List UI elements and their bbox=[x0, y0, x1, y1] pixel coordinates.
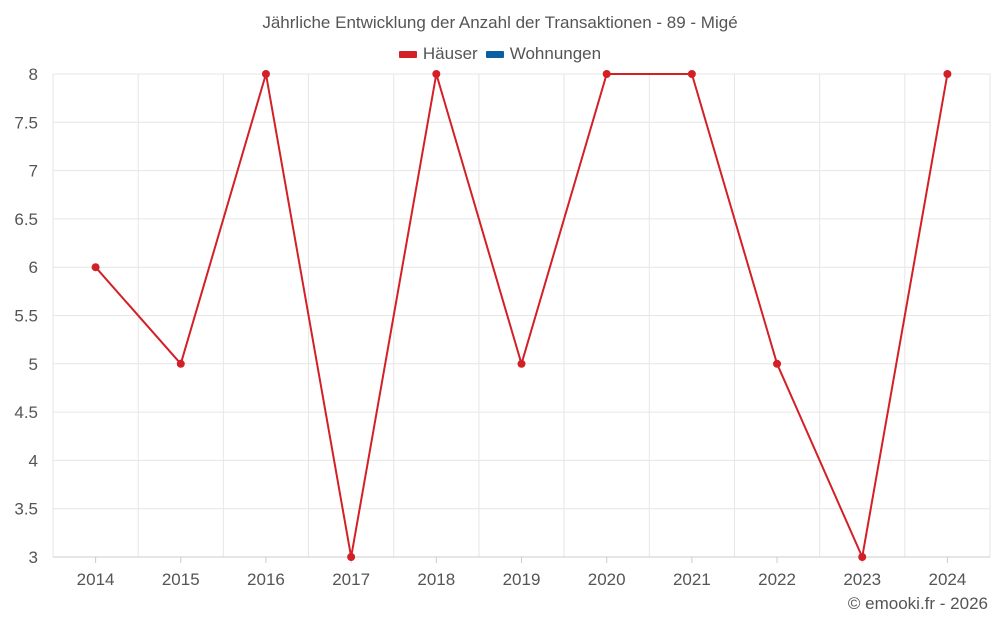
data-point bbox=[432, 70, 441, 78]
y-tick-label: 7 bbox=[29, 162, 38, 181]
legend-label-wohnungen: Wohnungen bbox=[509, 44, 602, 63]
x-tick-label: 2019 bbox=[503, 570, 541, 589]
data-point bbox=[943, 70, 952, 78]
legend-label-haeuser: Häuser bbox=[422, 44, 478, 63]
x-tick-label: 2022 bbox=[758, 570, 796, 589]
y-tick-label: 6.5 bbox=[14, 210, 38, 229]
x-tick-label: 2018 bbox=[417, 570, 455, 589]
y-tick-label: 4.5 bbox=[14, 403, 38, 422]
x-tick-label: 2015 bbox=[162, 570, 200, 589]
data-point bbox=[858, 553, 867, 561]
y-tick-label: 4 bbox=[29, 451, 38, 470]
data-point bbox=[773, 359, 782, 368]
x-tick-label: 2021 bbox=[673, 570, 711, 589]
x-tick-label: 2020 bbox=[588, 570, 626, 589]
credit-text: © emooki.fr - 2026 bbox=[847, 594, 988, 613]
legend-swatch-wohnungen bbox=[485, 50, 504, 58]
x-tick-label: 2016 bbox=[247, 570, 285, 589]
data-point bbox=[347, 553, 356, 561]
x-tick-label: 2024 bbox=[928, 570, 966, 589]
y-tick-label: 3 bbox=[29, 548, 38, 567]
chart-title: Jährliche Entwicklung der Anzahl der Tra… bbox=[262, 13, 738, 32]
x-tick-label: 2017 bbox=[332, 570, 370, 589]
y-tick-label: 5.5 bbox=[14, 307, 38, 326]
data-point bbox=[602, 70, 611, 78]
x-tick-label: 2023 bbox=[843, 570, 881, 589]
y-tick-label: 8 bbox=[29, 65, 38, 84]
x-tick-label: 2014 bbox=[77, 570, 115, 589]
chart-legend: Häuser Wohnungen bbox=[0, 44, 1000, 64]
legend-item-wohnungen[interactable]: Wohnungen bbox=[485, 44, 602, 64]
data-point bbox=[517, 359, 526, 368]
y-tick-label: 5 bbox=[29, 355, 38, 374]
y-tick-label: 6 bbox=[29, 258, 38, 277]
data-point bbox=[687, 70, 696, 78]
legend-item-haeuser[interactable]: Häuser bbox=[398, 44, 478, 64]
data-point bbox=[176, 359, 185, 368]
data-point bbox=[91, 263, 100, 272]
y-tick-label: 3.5 bbox=[14, 500, 38, 519]
legend-swatch-haeuser bbox=[398, 50, 417, 58]
y-tick-label: 7.5 bbox=[14, 113, 38, 132]
data-point bbox=[261, 70, 270, 78]
